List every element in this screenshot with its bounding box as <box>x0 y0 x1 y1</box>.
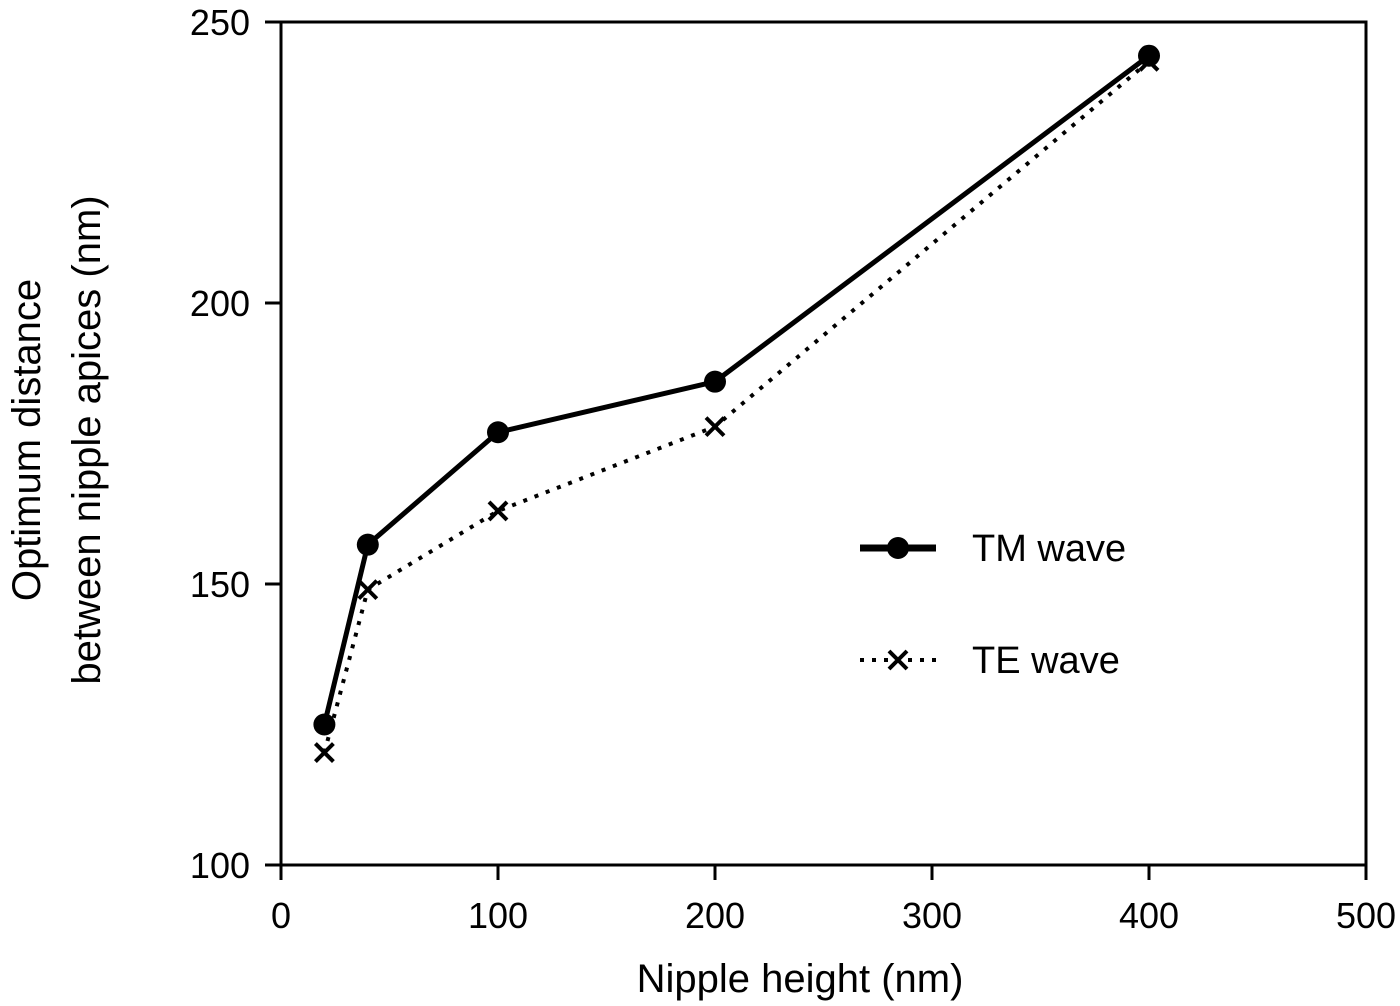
tm-data-point <box>704 370 726 393</box>
x-axis-title: Nipple height (nm) <box>637 957 964 1001</box>
series-layer <box>313 44 1160 764</box>
te-data-point <box>313 742 335 764</box>
legend-marker-circle <box>887 537 909 559</box>
x-tick-label: 0 <box>271 895 291 936</box>
y-axis-title-line-1: Optimum distance <box>5 279 49 601</box>
x-tick-label: 100 <box>468 895 528 936</box>
x-tick-label: 400 <box>1119 895 1179 936</box>
legend-item-tm: TM wave <box>860 528 1126 570</box>
y-axis-title-line-2: between nipple apices (nm) <box>65 195 109 684</box>
y-tick-label: 150 <box>190 564 250 605</box>
legend-label-te: TE wave <box>972 640 1120 682</box>
te-data-point <box>1138 50 1160 72</box>
tm-data-point <box>356 533 379 556</box>
tm-data-point <box>1138 44 1160 67</box>
y-tick-label: 250 <box>190 2 250 43</box>
te-data-point <box>704 416 726 438</box>
legend-label-tm: TM wave <box>972 528 1126 570</box>
tm-data-point <box>313 713 336 736</box>
y-tick-label: 100 <box>190 845 250 886</box>
x-tick-label: 300 <box>902 895 962 936</box>
x-tick-label: 200 <box>685 895 745 936</box>
legend: TM wave TE wave <box>860 528 1126 682</box>
series-line-tm <box>321 53 1151 726</box>
legend-marker-x <box>887 649 909 671</box>
tm-data-point <box>487 421 509 444</box>
y-tick-label: 200 <box>190 283 250 324</box>
axis-ticks: 0 100 200 300 400 500 100 150 200 250 <box>190 2 1396 936</box>
legend-item-te: TE wave <box>860 640 1120 682</box>
plot-frame <box>279 20 1368 867</box>
te-data-point <box>357 579 379 601</box>
te-data-point <box>487 500 509 522</box>
x-tick-label: 500 <box>1336 895 1396 936</box>
